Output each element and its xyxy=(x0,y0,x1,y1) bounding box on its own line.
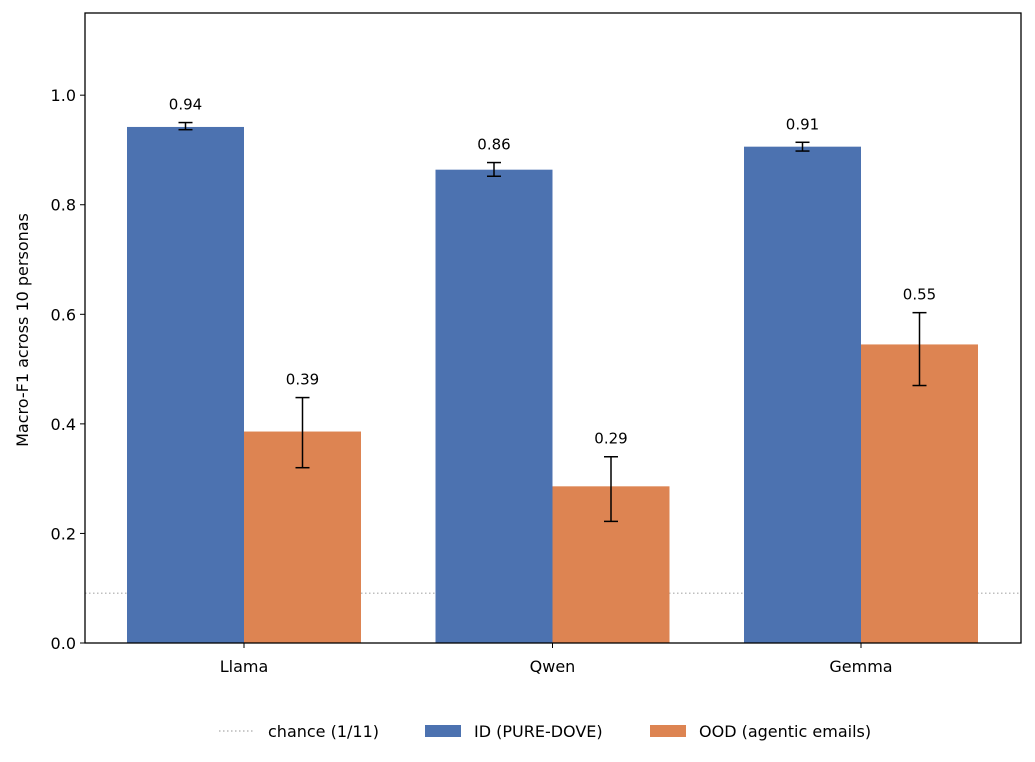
legend-label: ID (PURE-DOVE) xyxy=(474,722,603,741)
legend-label: chance (1/11) xyxy=(268,722,379,741)
data-label: 0.94 xyxy=(169,96,202,114)
legend-label: OOD (agentic emails) xyxy=(699,722,871,741)
bar-qwen-id xyxy=(435,169,553,643)
x-tick-label: Qwen xyxy=(530,657,576,676)
legend: chance (1/11) ID (PURE-DOVE) OOD (agentic … xyxy=(219,722,871,741)
y-tick-label: 0.0 xyxy=(51,634,76,653)
bar-gemma-id xyxy=(744,146,861,644)
x-tick-label: Llama xyxy=(220,657,269,676)
data-label: 0.86 xyxy=(477,136,510,154)
y-tick-label: 0.8 xyxy=(51,196,76,215)
y-tick-label: 0.4 xyxy=(51,415,76,434)
data-label: 0.39 xyxy=(286,371,319,389)
plot-area: 0.94 0.39 Llama 0.86 0.29 Qwen 0.91 0.55 Gemma 0.… xyxy=(51,12,1022,676)
data-label: 0.29 xyxy=(594,430,627,448)
bar-gemma-ood xyxy=(861,344,978,643)
legend-swatch-id xyxy=(425,725,461,737)
y-tick-label: 1.0 xyxy=(51,86,76,105)
data-label: 0.91 xyxy=(786,115,819,133)
axes-frame xyxy=(84,12,1022,644)
y-tick-label: 0.2 xyxy=(51,524,76,543)
y-axis-label: Macro-F1 across 10 personas xyxy=(13,213,32,447)
y-tick-label: 0.6 xyxy=(51,305,76,324)
legend-swatch-ood xyxy=(650,725,686,737)
bar-llama-id xyxy=(127,126,244,644)
x-tick-label: Gemma xyxy=(829,657,892,676)
data-label: 0.55 xyxy=(903,286,936,304)
